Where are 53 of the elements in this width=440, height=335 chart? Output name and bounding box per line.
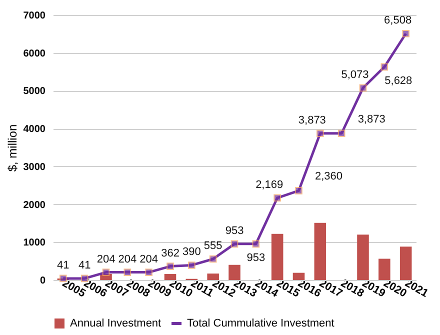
point [359, 84, 367, 92]
data-label: 3,873 [298, 114, 326, 126]
y-tick-label: 4000 [23, 124, 46, 136]
bar [228, 264, 240, 280]
point [380, 63, 388, 71]
y-tick-label: 5000 [23, 86, 46, 98]
point [252, 240, 260, 248]
y-tick-label: 7000 [23, 10, 46, 22]
bar [378, 258, 390, 280]
data-label: 41 [57, 259, 70, 272]
point [209, 255, 217, 263]
bar [164, 274, 176, 280]
data-label: 390 [182, 246, 201, 258]
point [166, 262, 174, 270]
data-label: 204 [118, 253, 137, 266]
point [295, 186, 302, 194]
data-label: 953 [225, 224, 244, 237]
y-tick-label: 0 [40, 276, 46, 286]
point [316, 130, 324, 138]
data-label: 2,360 [314, 170, 343, 183]
bar [314, 222, 326, 280]
y-tick-label: 1000 [23, 238, 46, 249]
legend-label: Annual Investment [70, 318, 162, 330]
data-label: 953 [246, 252, 266, 264]
data-label: 555 [204, 240, 222, 252]
point [402, 30, 410, 38]
data-label: 41 [78, 259, 91, 272]
y-tick-label: 6000 [23, 48, 46, 60]
bar [207, 274, 219, 280]
data-label: 5,073 [341, 68, 369, 81]
point [188, 262, 196, 269]
x-tick-label: 2005 [60, 277, 88, 300]
point [274, 194, 281, 202]
bar [357, 234, 369, 280]
point [124, 268, 132, 276]
y-tick-label: 2000 [23, 200, 46, 211]
data-label: 2,169 [256, 178, 284, 191]
point [145, 268, 152, 276]
legend-label: Total Cummulative Investment [187, 318, 334, 330]
data-label: 204 [96, 253, 116, 266]
y-axis-title: $, million [5, 124, 20, 172]
bar [292, 272, 305, 280]
data-label: 204 [140, 253, 158, 266]
y-tick-label: 3000 [23, 162, 46, 173]
data-label: 362 [161, 247, 180, 260]
data-label: 3,873 [358, 113, 386, 126]
point [338, 130, 346, 138]
data-label: 5,628 [384, 74, 412, 87]
point [230, 240, 238, 248]
point [102, 268, 110, 276]
bar [400, 246, 412, 280]
bar [271, 234, 284, 280]
data-label: 6,508 [384, 14, 412, 27]
